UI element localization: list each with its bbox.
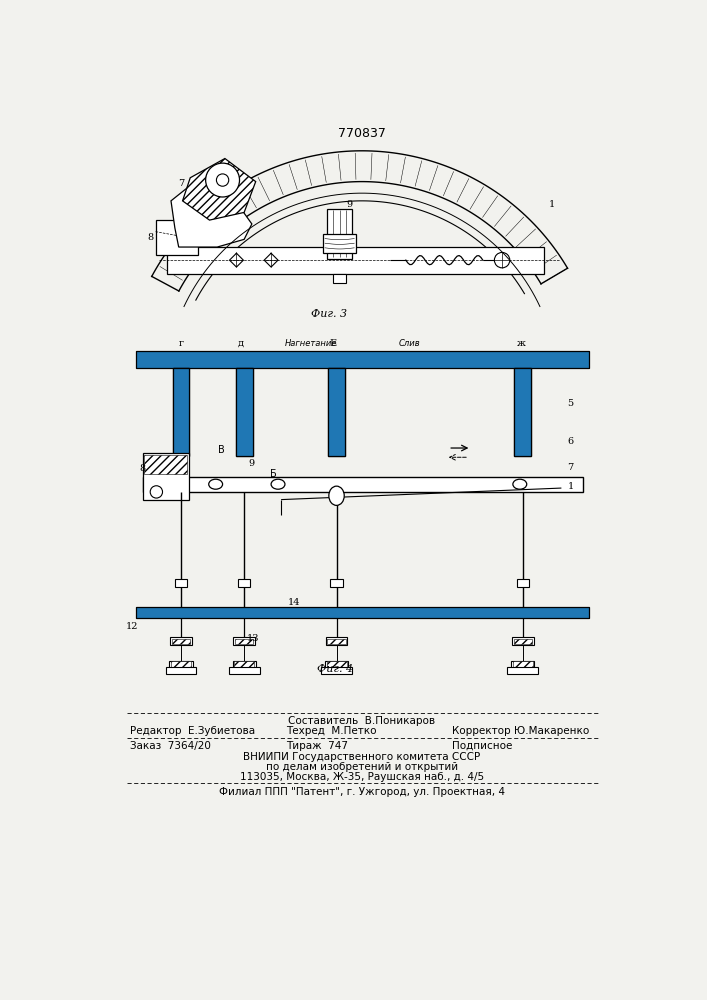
Bar — [238, 369, 251, 455]
Text: 9: 9 — [346, 200, 353, 209]
Ellipse shape — [271, 479, 285, 489]
Ellipse shape — [513, 479, 527, 489]
Text: ж: ж — [517, 339, 526, 348]
Text: 113035, Москва, Ж-35, Раушская наб., д. 4/5: 113035, Москва, Ж-35, Раушская наб., д. … — [240, 772, 484, 782]
Ellipse shape — [329, 486, 344, 505]
Bar — [170, 637, 192, 645]
Text: 7: 7 — [568, 463, 574, 472]
Bar — [325, 661, 348, 670]
Bar — [512, 637, 534, 645]
Bar — [233, 661, 256, 670]
Text: 8: 8 — [139, 464, 146, 473]
Text: Корректор Ю.Макаренко: Корректор Ю.Макаренко — [452, 726, 590, 736]
Bar — [328, 368, 345, 456]
Bar — [235, 639, 253, 644]
Bar — [143, 477, 583, 492]
Text: Слив: Слив — [398, 339, 420, 348]
Bar — [324, 234, 356, 253]
Bar — [511, 661, 534, 670]
Ellipse shape — [209, 479, 223, 489]
Bar — [175, 579, 187, 587]
Text: Филиал ППП "Патент", г. Ужгород, ул. Проектная, 4: Филиал ППП "Патент", г. Ужгород, ул. Про… — [219, 787, 505, 797]
Text: 770837: 770837 — [338, 127, 386, 140]
Text: Е: Е — [329, 339, 337, 348]
Text: д: д — [238, 339, 243, 348]
Bar — [326, 637, 347, 645]
Bar — [136, 607, 589, 618]
Text: Нагнетание: Нагнетание — [285, 339, 337, 348]
Text: ВНИИПИ Государственного комитета СССР: ВНИИПИ Государственного комитета СССР — [243, 752, 481, 762]
Text: 6: 6 — [568, 437, 573, 446]
Bar — [327, 639, 346, 644]
Text: Фиг. 4: Фиг. 4 — [317, 664, 353, 674]
Bar — [321, 667, 352, 674]
Text: Б: Б — [270, 469, 276, 479]
Text: Подписное: Подписное — [452, 741, 513, 751]
Bar — [172, 639, 190, 644]
Bar — [328, 368, 345, 456]
Bar — [515, 368, 532, 456]
Bar — [136, 351, 589, 368]
Text: 1: 1 — [549, 200, 555, 209]
Bar — [173, 368, 189, 456]
Bar — [508, 667, 538, 674]
Text: Фиг. 3: Фиг. 3 — [311, 309, 347, 319]
Text: 12: 12 — [125, 622, 138, 631]
Text: Техред  М.Петко: Техред М.Петко — [286, 726, 377, 736]
Text: Редактор  Е.Зубиетова: Редактор Е.Зубиетова — [130, 726, 255, 736]
Bar — [330, 579, 343, 587]
Bar — [235, 368, 252, 456]
Bar — [235, 368, 252, 456]
Bar — [144, 455, 187, 474]
Bar — [327, 661, 346, 669]
Bar — [174, 369, 188, 455]
Circle shape — [150, 486, 163, 498]
Text: 13: 13 — [247, 634, 259, 643]
Bar — [517, 579, 529, 587]
Bar — [143, 453, 189, 500]
Circle shape — [206, 163, 240, 197]
Polygon shape — [182, 158, 256, 220]
Bar — [515, 368, 532, 456]
Bar — [327, 209, 352, 259]
Text: 9: 9 — [249, 459, 255, 468]
Text: 7: 7 — [178, 179, 184, 188]
Circle shape — [216, 174, 229, 186]
Bar — [156, 220, 198, 255]
Text: В: В — [218, 445, 224, 455]
Text: 8: 8 — [147, 233, 153, 242]
Text: Тираж  747: Тираж 747 — [286, 741, 349, 751]
Bar — [167, 247, 544, 274]
Text: Заказ  7364/20: Заказ 7364/20 — [130, 741, 211, 751]
Text: г: г — [178, 339, 184, 348]
Bar — [234, 661, 254, 669]
Bar — [514, 639, 532, 644]
Text: Составитель  В.Поникаров: Составитель В.Поникаров — [288, 716, 436, 726]
Text: по делам изобретений и открытий: по делам изобретений и открытий — [266, 762, 458, 772]
Bar — [513, 661, 533, 669]
Bar — [334, 274, 346, 283]
Bar — [173, 368, 189, 456]
Bar — [136, 607, 589, 618]
Text: 14: 14 — [288, 598, 300, 607]
Circle shape — [153, 490, 160, 497]
Polygon shape — [171, 185, 252, 247]
Circle shape — [494, 252, 510, 268]
Bar — [329, 369, 344, 416]
Bar — [136, 351, 589, 368]
Bar — [516, 369, 530, 455]
Bar — [233, 637, 255, 645]
Bar — [229, 667, 259, 674]
Bar — [165, 667, 197, 674]
Text: 1: 1 — [568, 482, 574, 491]
Text: 5: 5 — [568, 399, 573, 408]
Bar — [171, 661, 191, 669]
Bar — [238, 579, 250, 587]
Bar — [170, 661, 192, 670]
